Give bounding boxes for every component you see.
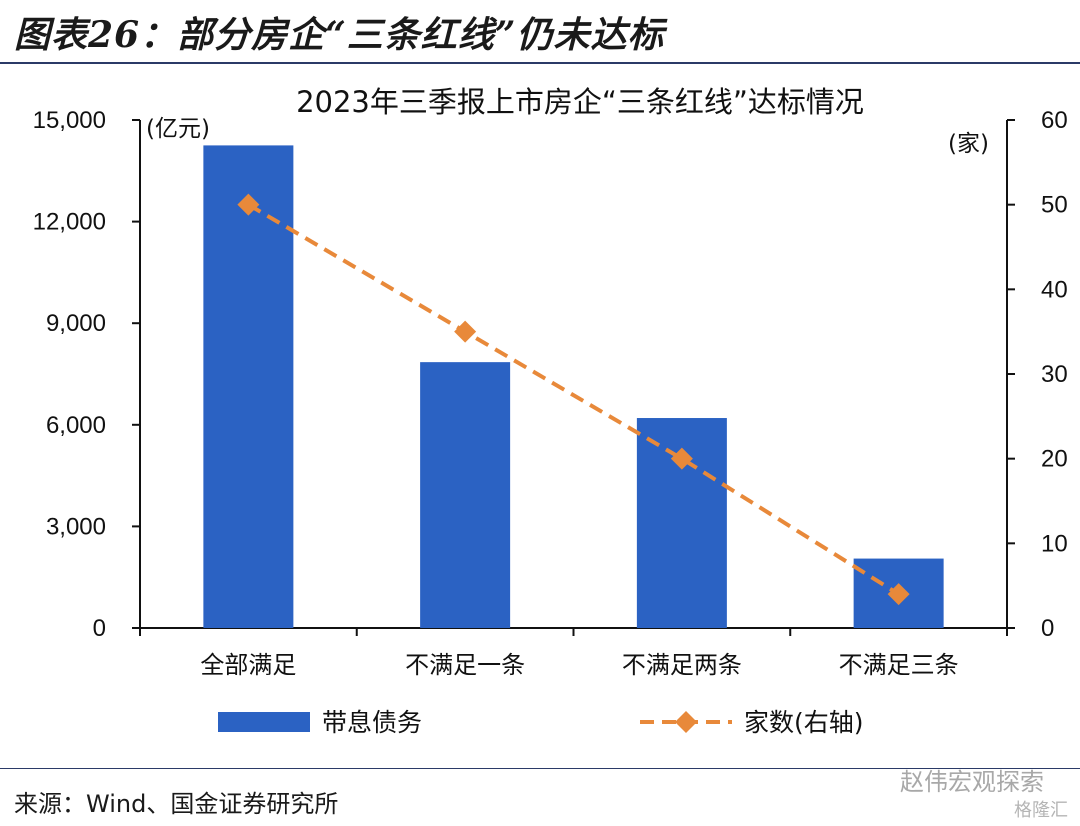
left-tick-label: 9,000	[46, 310, 106, 337]
line-point	[237, 193, 260, 216]
left-tick-label: 12,000	[33, 209, 106, 236]
top-divider	[0, 62, 1080, 64]
axes: 0 3,000 6,000 9,000 12,000 15,000 0 10 20 30 40 50 6…	[33, 107, 1068, 679]
line-point	[887, 583, 910, 606]
left-tick-label: 0	[93, 615, 106, 642]
legend-swatch-bar	[218, 712, 310, 732]
bar	[203, 145, 294, 628]
left-tick-label: 15,000	[33, 107, 106, 134]
line-point	[670, 447, 693, 470]
category-label: 全部满足	[200, 651, 296, 679]
legend-swatch-marker	[675, 711, 697, 733]
chart-title: 2023年三季报上市房企“三条红线”达标情况	[296, 85, 864, 119]
right-tick-label: 30	[1041, 361, 1068, 388]
right-tick-label: 20	[1041, 446, 1068, 473]
source-note: 来源：Wind、国金证券研究所	[14, 790, 339, 818]
right-tick-label: 50	[1041, 192, 1068, 219]
left-tick-label: 3,000	[46, 513, 106, 540]
bars	[203, 145, 944, 628]
left-unit-label: (亿元)	[146, 116, 210, 142]
line-series	[237, 193, 910, 606]
category-label: 不满足两条	[622, 651, 742, 679]
line-path	[247, 202, 900, 596]
bar	[420, 362, 511, 628]
left-tick-label: 6,000	[46, 412, 106, 439]
right-unit-label: (家)	[948, 131, 989, 157]
chart: 2023年三季报上市房企“三条红线”达标情况 0 3,000 6,000 9,000 1…	[33, 85, 1068, 737]
line-point	[454, 320, 477, 343]
bottom-divider	[0, 768, 1080, 769]
category-label: 不满足三条	[839, 651, 959, 679]
legend-label-bar: 带息债务	[322, 708, 422, 737]
right-tick-label: 60	[1041, 107, 1068, 134]
figure-title: 图表26：部分房企“三条红线”仍未达标	[14, 14, 665, 56]
right-tick-label: 10	[1041, 530, 1068, 557]
watermark: 赵伟宏观探索	[900, 768, 1044, 796]
right-tick-label: 40	[1041, 276, 1068, 303]
watermark-logo: 格隆汇	[1014, 800, 1068, 821]
right-tick-label: 0	[1041, 615, 1054, 642]
category-label: 不满足一条	[405, 651, 525, 679]
legend: 带息债务 家数(右轴)	[218, 708, 864, 737]
legend-label-line: 家数(右轴)	[744, 708, 864, 737]
